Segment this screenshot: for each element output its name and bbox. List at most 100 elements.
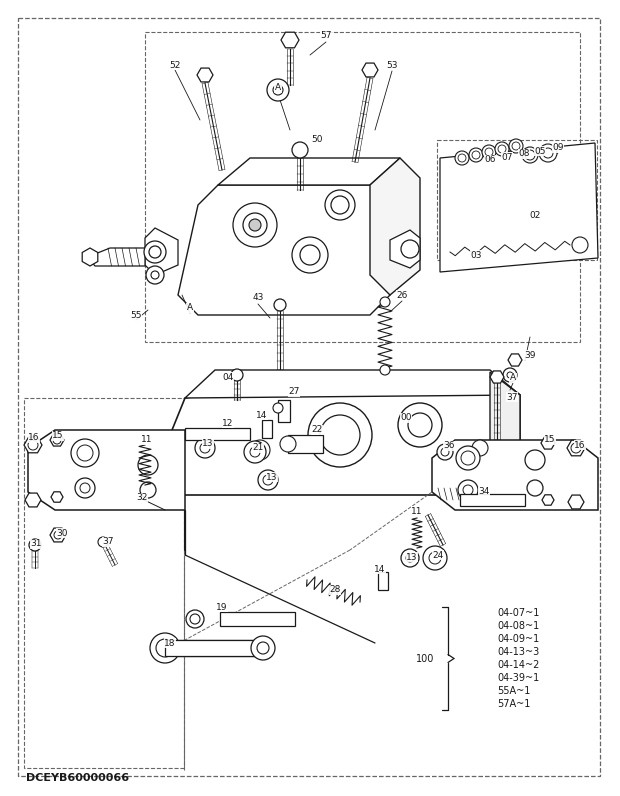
Polygon shape (50, 434, 64, 446)
Text: 13: 13 (266, 473, 278, 482)
Polygon shape (145, 228, 178, 275)
Circle shape (472, 440, 488, 456)
Circle shape (292, 237, 328, 273)
Circle shape (138, 455, 158, 475)
Circle shape (463, 485, 473, 495)
Text: 21: 21 (252, 443, 264, 452)
Circle shape (406, 554, 414, 562)
Circle shape (525, 450, 545, 470)
Text: 04-08~1: 04-08~1 (497, 622, 539, 631)
Text: 55: 55 (130, 311, 142, 321)
Circle shape (527, 480, 543, 496)
Text: 04-39~1: 04-39~1 (497, 673, 539, 683)
Text: 03: 03 (470, 251, 482, 259)
Circle shape (244, 441, 266, 463)
Circle shape (77, 445, 93, 461)
Text: 57: 57 (321, 32, 332, 41)
Bar (378, 572, 388, 590)
Text: 55A~1: 55A~1 (497, 685, 530, 696)
Polygon shape (541, 437, 555, 449)
Circle shape (509, 139, 523, 153)
Circle shape (572, 237, 588, 253)
Text: A: A (510, 373, 516, 383)
Text: 43: 43 (252, 294, 264, 302)
Bar (460, 494, 525, 506)
Polygon shape (155, 372, 520, 495)
Text: 04: 04 (223, 373, 234, 381)
Circle shape (498, 145, 506, 153)
Circle shape (195, 438, 215, 458)
Circle shape (525, 150, 535, 160)
Circle shape (495, 142, 509, 156)
Polygon shape (90, 248, 145, 266)
Circle shape (331, 196, 349, 214)
Text: 57A~1: 57A~1 (497, 699, 530, 708)
Polygon shape (197, 68, 213, 82)
Text: 06: 06 (484, 155, 496, 165)
Circle shape (257, 642, 269, 654)
Polygon shape (567, 440, 585, 456)
Circle shape (458, 154, 466, 162)
Bar (185, 428, 250, 440)
Text: 08: 08 (518, 150, 529, 158)
Text: A: A (275, 84, 281, 92)
Circle shape (53, 436, 61, 444)
Circle shape (71, 439, 99, 467)
Circle shape (429, 552, 441, 564)
Bar (437, 140, 597, 260)
Circle shape (300, 245, 320, 265)
Text: 09: 09 (552, 143, 564, 153)
Circle shape (320, 415, 360, 455)
Circle shape (231, 369, 243, 381)
Text: 39: 39 (525, 350, 536, 360)
Circle shape (233, 203, 277, 247)
Circle shape (456, 446, 480, 470)
Text: 52: 52 (169, 60, 180, 69)
Circle shape (539, 144, 557, 162)
Text: 30: 30 (56, 529, 68, 537)
Polygon shape (508, 354, 522, 366)
Polygon shape (218, 158, 400, 185)
Circle shape (507, 372, 513, 378)
Polygon shape (542, 495, 554, 505)
Polygon shape (440, 143, 598, 272)
Circle shape (325, 190, 355, 220)
Bar (165, 640, 265, 656)
Circle shape (472, 151, 480, 159)
Polygon shape (82, 248, 98, 266)
Circle shape (423, 546, 447, 570)
Circle shape (485, 148, 493, 156)
Circle shape (401, 549, 419, 567)
Polygon shape (432, 440, 598, 510)
Polygon shape (490, 372, 520, 495)
Circle shape (543, 148, 553, 158)
Circle shape (273, 85, 283, 95)
Circle shape (151, 271, 159, 279)
Circle shape (29, 539, 41, 551)
Circle shape (190, 614, 200, 624)
Circle shape (251, 636, 275, 660)
Circle shape (571, 443, 581, 453)
Text: 37: 37 (102, 537, 113, 547)
Text: 50: 50 (311, 135, 323, 145)
Polygon shape (490, 371, 504, 383)
Circle shape (280, 436, 296, 452)
Text: DCEYB60000066: DCEYB60000066 (26, 773, 129, 783)
Text: 04-07~1: 04-07~1 (497, 608, 539, 618)
Circle shape (482, 145, 496, 159)
Bar (278, 400, 290, 422)
Text: 36: 36 (443, 442, 454, 451)
Circle shape (273, 403, 283, 413)
Circle shape (380, 365, 390, 375)
Circle shape (308, 403, 372, 467)
Polygon shape (390, 230, 420, 268)
Text: 100: 100 (415, 654, 434, 664)
Polygon shape (178, 185, 390, 315)
Bar (220, 612, 295, 626)
Polygon shape (24, 437, 42, 453)
Circle shape (461, 451, 475, 465)
Circle shape (258, 470, 278, 490)
Text: 31: 31 (30, 540, 42, 548)
Text: 34: 34 (478, 487, 490, 497)
Text: 15: 15 (52, 431, 64, 440)
